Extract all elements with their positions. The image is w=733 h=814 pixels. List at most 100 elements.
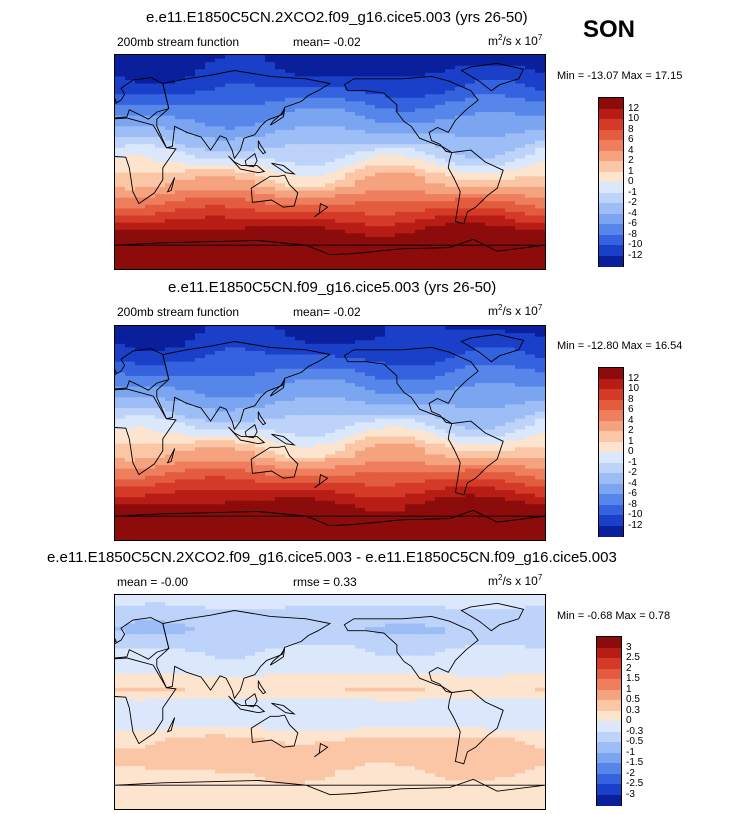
contour-cell: [525, 482, 536, 488]
contour-cell: [535, 133, 545, 138]
contour-cell: [325, 229, 336, 234]
contour-cell: [525, 165, 536, 170]
contour-cell: [235, 400, 246, 406]
contour-cell: [195, 457, 206, 463]
contour-cell: [375, 69, 386, 74]
contour-cell: [505, 190, 516, 195]
contour-cell: [115, 83, 126, 88]
contour-cell: [415, 422, 426, 427]
contour-cell: [455, 201, 466, 206]
contour-cell: [255, 154, 266, 160]
contour-cell: [375, 504, 386, 509]
contour-cell: [145, 511, 156, 516]
contour-cell: [295, 258, 306, 263]
contour-cell: [475, 479, 486, 484]
contour-cell: [425, 418, 436, 423]
contour-cell: [175, 158, 186, 163]
contour-cell: [515, 204, 526, 209]
contour-cell: [345, 329, 356, 334]
contour-cell: [285, 240, 296, 245]
contour-cell: [245, 461, 256, 466]
contour-cell: [205, 461, 216, 466]
contour-cell: [485, 133, 496, 138]
contour-cell: [455, 425, 466, 431]
contour-cell: [315, 137, 326, 142]
contour-cell: [315, 58, 326, 63]
contour-cell: [535, 101, 545, 106]
contour-cell: [395, 429, 406, 434]
contour-cell: [175, 254, 186, 259]
contour-cell: [135, 258, 146, 263]
contour-cell: [305, 129, 316, 135]
contour-cell: [225, 194, 236, 199]
contour-cell: [275, 201, 286, 206]
contour-cell: [345, 140, 356, 145]
contour-cell: [365, 126, 376, 131]
contour-cell: [235, 154, 246, 160]
contour-cell: [375, 244, 386, 249]
contour-cell: [175, 397, 186, 402]
colorbar-swatch: [599, 203, 623, 214]
contour-cell: [505, 511, 516, 516]
contour-cell: [395, 194, 406, 199]
contour-cell: [205, 393, 216, 398]
contour-cell: [295, 147, 306, 152]
contour-cell: [315, 361, 326, 366]
contour-cell: [525, 219, 536, 224]
contour-cell: [235, 169, 246, 174]
contour-cell: [325, 222, 336, 227]
contour-cell: [295, 326, 306, 331]
contour-cell: [285, 90, 296, 95]
contour-cell: [415, 472, 426, 477]
contour-cell: [125, 176, 136, 181]
contour-cell: [415, 236, 426, 242]
contour-cell: [175, 72, 186, 77]
contour-cell: [475, 482, 486, 488]
contour-cell: [325, 450, 336, 455]
contour-cell: [495, 87, 506, 92]
contour-cell: [435, 343, 446, 348]
contour-cell: [335, 340, 346, 345]
contour-cell: [485, 400, 496, 406]
contour-cell: [195, 222, 206, 227]
contour-cell: [285, 72, 296, 77]
contour-cell: [165, 122, 176, 127]
contour-cell: [185, 482, 196, 488]
contour-cell: [305, 404, 316, 409]
contour-cell: [525, 461, 536, 466]
contour-cell: [175, 358, 186, 363]
contour-cell: [435, 418, 446, 423]
contour-cell: [375, 261, 386, 267]
contour-cell: [115, 126, 126, 131]
contour-cell: [345, 55, 356, 60]
contour-cell: [535, 104, 545, 110]
contour-cell: [385, 79, 396, 85]
contour-cell: [335, 361, 346, 366]
contour-cell: [185, 104, 196, 110]
contour-cell: [305, 179, 316, 184]
contour-cell: [355, 62, 366, 67]
contour-cell: [325, 486, 336, 491]
contour-cell: [205, 208, 216, 213]
contour-cell: [465, 169, 476, 174]
contour-cell: [195, 504, 206, 509]
contour-cell: [365, 326, 376, 331]
contour-cell: [125, 354, 136, 359]
contour-cell: [165, 440, 176, 445]
contour-cell: [305, 197, 316, 202]
contour-cell: [165, 354, 176, 359]
contour-cell: [505, 475, 516, 480]
contour-cell: [455, 454, 466, 459]
contour-cell: [355, 247, 366, 252]
contour-cell: [165, 343, 176, 348]
contour-cell: [145, 518, 156, 523]
contour-cell: [155, 101, 166, 106]
contour-cell: [275, 87, 286, 92]
contour-cell: [205, 425, 216, 431]
contour-cell: [495, 229, 506, 234]
contour-cell: [535, 511, 545, 516]
contour-cell: [295, 340, 306, 345]
contour-cell: [305, 457, 316, 463]
contour-cell: [335, 443, 346, 448]
contour-cell: [515, 408, 526, 413]
